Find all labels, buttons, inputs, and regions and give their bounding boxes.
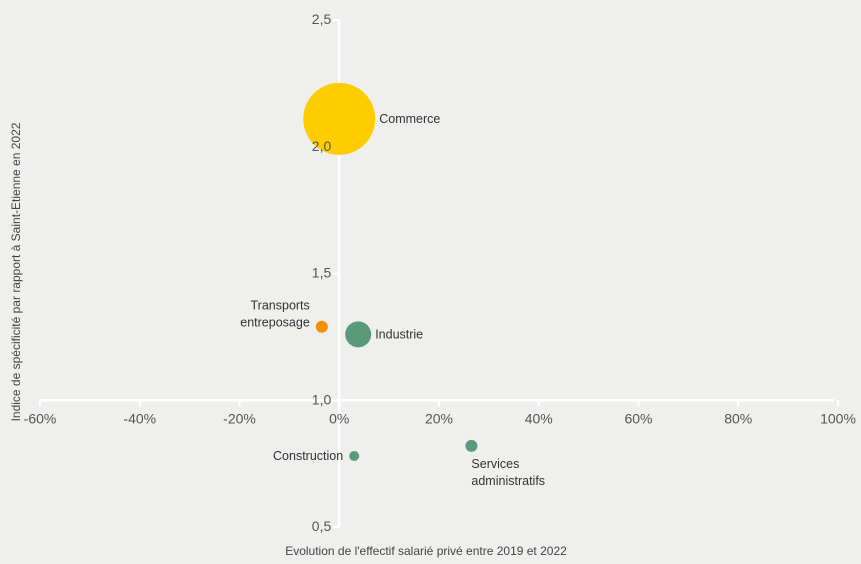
x-tick-label: -40%	[123, 410, 156, 426]
data-label-line: Industrie	[375, 327, 423, 341]
data-label-line: Services	[471, 457, 519, 471]
data-label: Services administratifs	[471, 457, 545, 488]
y-axis-title: Indice de spécificité par rapport à Sain…	[9, 122, 23, 421]
x-tick-label: -60%	[24, 410, 57, 426]
data-point-bubble	[315, 320, 328, 333]
data-label: Construction	[273, 449, 343, 463]
data-label-line: entreposage	[240, 316, 310, 330]
tick-labels: 0,5 1,0 1,5 2,0 2,5 -60% -40% -20% 0% 20% 40% 60% 80…	[24, 11, 856, 534]
data-label: Transports entreposage	[240, 299, 310, 330]
y-tick-label: 1,0	[312, 391, 332, 407]
data-label: Commerce	[379, 112, 440, 126]
x-tick-label: 20%	[425, 410, 453, 426]
x-tick-label: 80%	[724, 410, 752, 426]
y-tick-label: 2,0	[312, 138, 332, 154]
y-tick-label: 0,5	[312, 518, 332, 534]
x-tick-label: 0%	[329, 410, 349, 426]
data-label-line: administratifs	[471, 474, 545, 488]
data-label: Industrie	[375, 327, 423, 341]
data-point-bubble	[303, 82, 376, 155]
data-label-line: Construction	[273, 449, 343, 463]
data-point-bubble	[465, 439, 478, 452]
x-axis-title: Evolution de l'effectif salarié privé en…	[285, 544, 567, 558]
x-tick-label: -20%	[223, 410, 256, 426]
x-tick-label: 40%	[525, 410, 553, 426]
data-point-bubble	[349, 451, 360, 462]
data-labels: Commerce Transports entreposage Industrie Co…	[240, 112, 545, 488]
x-tick-label: 100%	[820, 410, 856, 426]
y-tick-label: 1,5	[312, 265, 332, 281]
data-label-line: Commerce	[379, 112, 440, 126]
data-label-line: Transports	[251, 299, 310, 313]
x-tick-label: 60%	[624, 410, 652, 426]
data-points	[303, 82, 478, 462]
data-point-bubble	[345, 321, 372, 348]
axes	[39, 19, 839, 528]
y-tick-label: 2,5	[312, 11, 332, 27]
